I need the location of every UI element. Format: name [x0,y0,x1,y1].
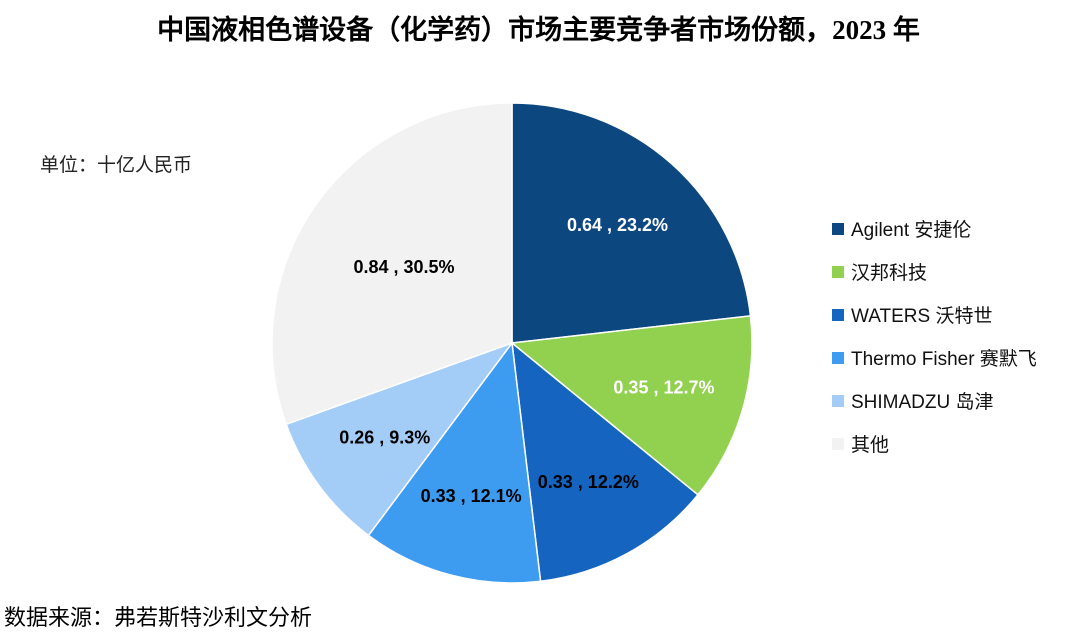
legend-swatch [832,265,844,278]
legend-label: SHIMADZU 岛津 [851,392,994,413]
legend-swatch [832,351,844,364]
chart-title: 中国液相色谱设备（化学药）市场主要竞争者市场份额，2023 年 [157,15,920,45]
legend-item: 其他 [832,422,1037,465]
legend-label: Agilent 安捷伦 [851,220,972,241]
legend-swatch [832,308,844,321]
pie-slice [285,341,515,537]
data-label: 0.33 , 12.2% [538,472,639,492]
unit-label: 单位：十亿人民币 [40,155,193,176]
legend: Agilent 安捷伦 汉邦科技 WATERS 沃特世 Thermo Fisher 赛… [832,207,1037,465]
legend-swatch [832,437,844,450]
pie-slice [510,315,753,496]
legend-label: WATERS 沃特世 [851,306,993,327]
legend-label: 汉邦科技 [851,263,928,284]
legend-item: SHIMADZU 岛津 [832,379,1037,422]
legend-item: Agilent 安捷伦 [832,207,1037,250]
pie-slice [271,102,513,426]
pie-slice [367,341,542,584]
pie-slice [511,102,752,344]
legend-item: Thermo Fisher 赛默飞 [832,336,1037,379]
data-label: 0.26 , 9.3% [339,427,430,447]
data-label: 0.64 , 23.2% [567,215,668,235]
legend-label: 其他 [851,435,890,456]
legend-swatch [832,222,844,235]
data-label: 0.35 , 12.7% [613,378,714,398]
data-label: 0.84 , 30.5% [353,257,454,277]
legend-item: WATERS 沃特世 [832,293,1037,336]
legend-swatch [832,394,844,407]
pie-slice [511,341,699,583]
legend-label: Thermo Fisher 赛默飞 [851,349,1037,370]
data-label: 0.33 , 12.1% [421,486,522,506]
source-note: 数据来源：弗若斯特沙利文分析 [4,605,313,630]
legend-item: 汉邦科技 [832,250,1037,293]
